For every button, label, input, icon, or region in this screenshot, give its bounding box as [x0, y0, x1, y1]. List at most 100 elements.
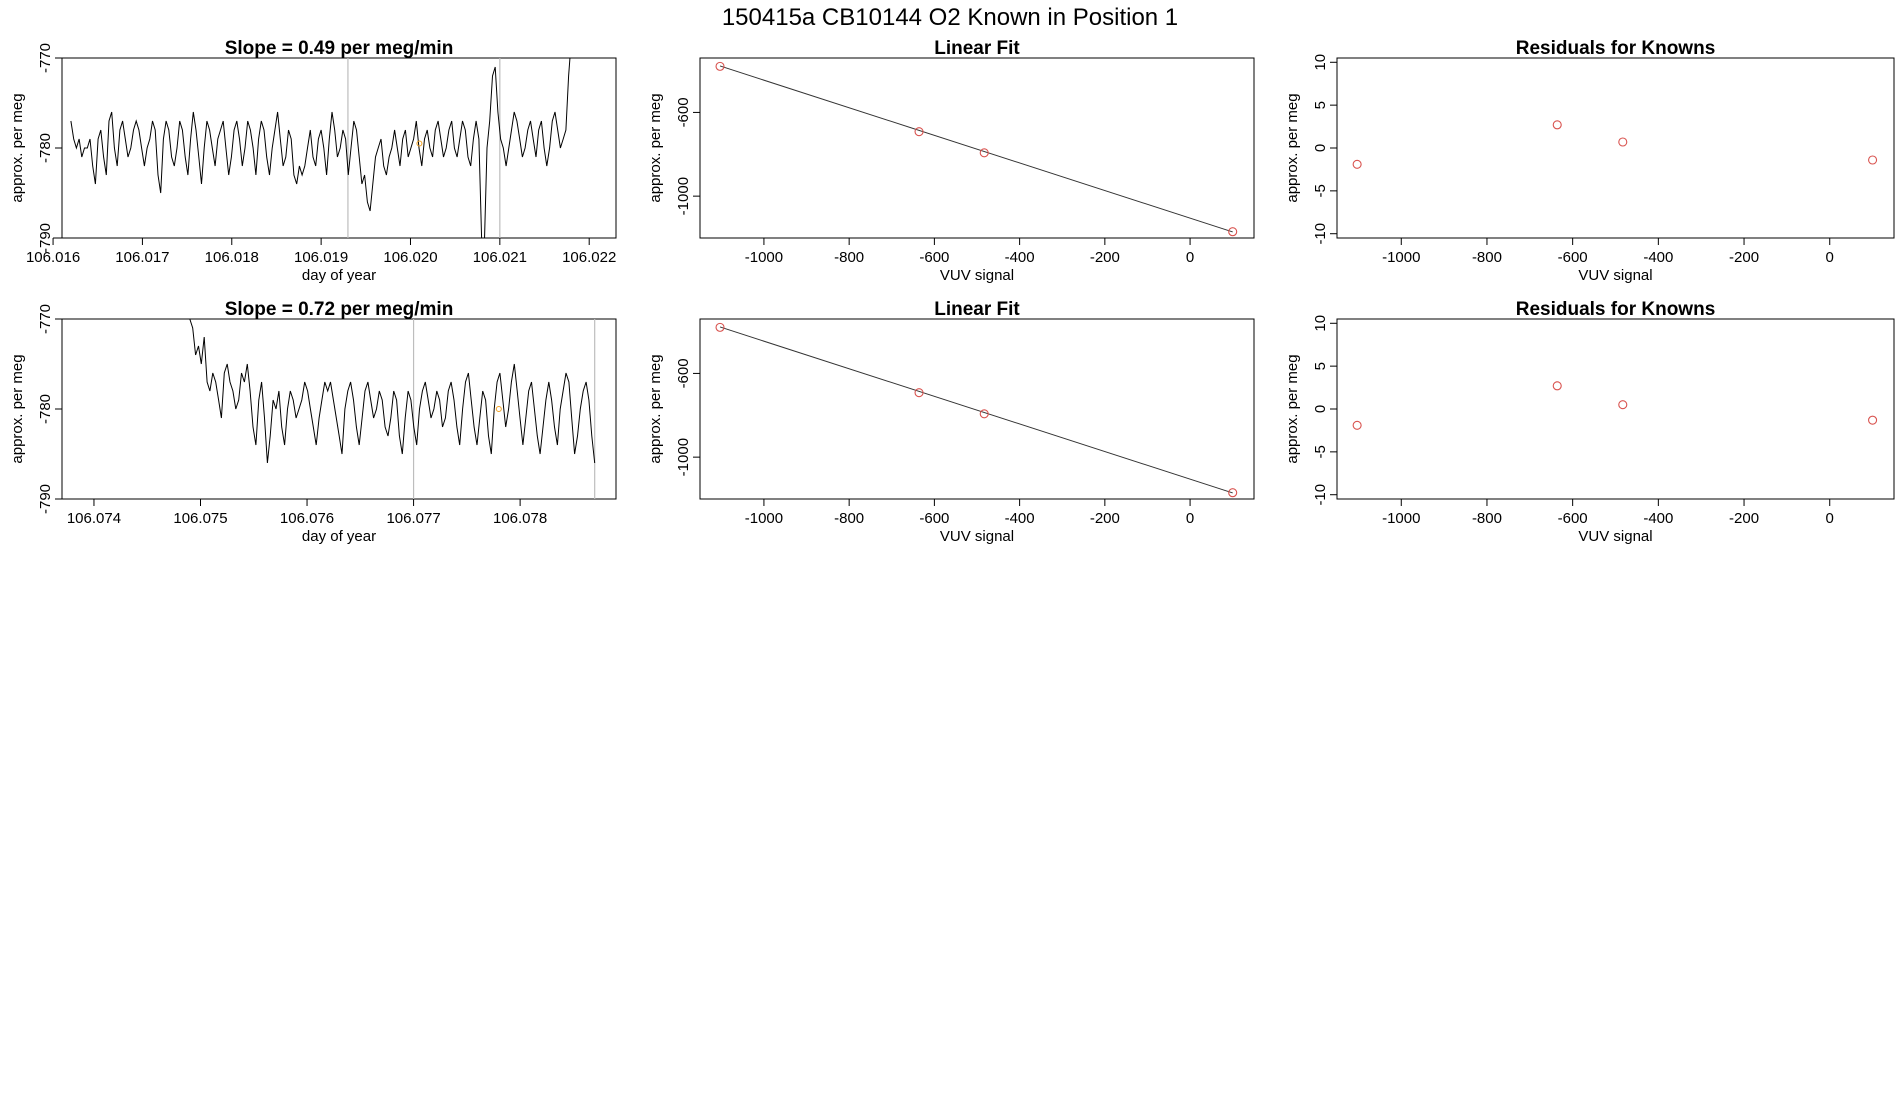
ts2-plot-area — [189, 319, 596, 499]
res1-ytick-label: 10 — [1312, 54, 1329, 71]
res1-xtick-label: -200 — [1729, 249, 1759, 266]
fit2-point — [979, 409, 989, 419]
ts2-xtick-label: 106.077 — [386, 510, 440, 527]
fit1-fit-line — [719, 65, 1233, 233]
fit2-title: Linear Fit — [934, 299, 1020, 320]
fit2-panel: Linear Fit -1000 -800 -600 -400 -200 0 VUV sign… — [647, 299, 1255, 545]
fit1-title: Linear Fit — [934, 38, 1020, 59]
res2-ytick-label: 10 — [1312, 315, 1329, 332]
ts1-plot-area — [70, 58, 571, 238]
res2-xtick-label: -600 — [1558, 510, 1588, 527]
res2-panel: Residuals for Knowns -10 0 0 -800 -600 -400 -20… — [1284, 299, 1895, 545]
ts2-ytick-label: -790 — [37, 484, 54, 514]
ts2-xtick-label: 106.075 — [173, 510, 227, 527]
res2-plot-area — [1352, 381, 1878, 430]
res2-xtick-label: -800 — [1472, 510, 1502, 527]
res1-ylabel: approx. per meg — [1284, 93, 1301, 202]
res1-point — [1552, 120, 1562, 130]
ts2-ytick-label: -780 — [37, 394, 54, 424]
panels-group: Slope = 0.49 per meg/min 106.016 106.017 10… — [9, 38, 1895, 545]
fit2-point — [1228, 488, 1238, 498]
fit1-ytick-label: -1000 — [675, 177, 692, 215]
fit1-point — [979, 148, 989, 158]
res1-xtick-label: -600 — [1558, 249, 1588, 266]
res1-xlabel: VUV signal — [1578, 267, 1652, 284]
res2-point — [1618, 400, 1628, 410]
ts1-title: Slope = 0.49 per meg/min — [225, 38, 454, 59]
fit2-xtick-label: -600 — [919, 510, 949, 527]
res2-ytick-label: -10 — [1312, 484, 1329, 506]
fit1-panel: Linear Fit -1000 -800 -600 -400 -200 0 VUV sign… — [647, 38, 1255, 284]
fit2-xtick-label: -200 — [1090, 510, 1120, 527]
ts2-ylabel: approx. per meg — [9, 354, 26, 463]
res1-point — [1618, 137, 1628, 147]
ts1-xtick-label: 106.021 — [473, 249, 527, 266]
fit1-ylabel: approx. per meg — [647, 93, 664, 202]
res2-ytick-label: 0 — [1312, 405, 1329, 413]
res1-title: Residuals for Knowns — [1516, 38, 1716, 59]
res2-point — [1552, 381, 1562, 391]
ts2-known-point — [495, 406, 502, 412]
fit2-ylabel: approx. per meg — [647, 354, 664, 463]
ts2-xlabel: day of year — [302, 528, 376, 545]
ts1-xlabel: day of year — [302, 267, 376, 284]
fit1-plot-area — [715, 61, 1238, 237]
fit1-point — [914, 127, 924, 137]
fit1-xtick-label: -200 — [1090, 249, 1120, 266]
fit2-ytick-label: -600 — [675, 358, 692, 388]
res1-ytick-label: -10 — [1312, 223, 1329, 245]
res2-title: Residuals for Knowns — [1516, 299, 1716, 320]
res2-point — [1352, 420, 1362, 430]
ts1-xtick-label: 106.016 — [26, 249, 80, 266]
res1-xtick-label: -800 — [1472, 249, 1502, 266]
fit2-xtick-label: -1000 — [745, 510, 783, 527]
res2-xtick-label: -200 — [1729, 510, 1759, 527]
fit2-plot-area — [715, 322, 1238, 498]
res1-xtick-label: -400 — [1643, 249, 1673, 266]
ts1-xtick-label: 106.022 — [562, 249, 616, 266]
fit1-xtick-label: 0 — [1186, 249, 1194, 266]
ts1-ytick-label: -780 — [37, 133, 54, 163]
fit2-xtick-label: 0 — [1186, 510, 1194, 527]
res1-plot-area — [1352, 120, 1878, 169]
ts2-xtick-label: 106.074 — [67, 510, 121, 527]
res2-point — [1868, 415, 1878, 425]
res1-ytick-label: -5 — [1312, 184, 1329, 197]
ts2-ytick-label: -770 — [37, 304, 54, 334]
res1-point — [1868, 155, 1878, 165]
ts2-series-line — [189, 319, 596, 464]
res1-xtick-label: 0 — [1826, 249, 1834, 266]
ts2-xtick-label: 106.078 — [493, 510, 547, 527]
ts2-title: Slope = 0.72 per meg/min — [225, 299, 454, 320]
res2-ylabel: approx. per meg — [1284, 354, 1301, 463]
ts1-series-line — [70, 58, 571, 238]
res2-xlabel: VUV signal — [1578, 528, 1652, 545]
res1-panel: Residuals for Knowns -10 0 0 -800 -600 -400 -20… — [1284, 38, 1895, 284]
res2-ytick-label: -5 — [1312, 445, 1329, 458]
ts2-panel: Slope = 0.72 per meg/min 106.074 106.075 10… — [9, 299, 617, 545]
fit1-xtick-label: -800 — [834, 249, 864, 266]
fit1-xtick-label: -600 — [919, 249, 949, 266]
ts1-ylabel: approx. per meg — [9, 93, 26, 202]
res2-xtick-label: -400 — [1643, 510, 1673, 527]
fit2-point — [715, 322, 725, 332]
fit2-xtick-label: -400 — [1005, 510, 1035, 527]
fit1-xtick-label: -1000 — [745, 249, 783, 266]
ts1-xtick-label: 106.019 — [294, 249, 348, 266]
fit2-xtick-label: -800 — [834, 510, 864, 527]
res2-xtick-label: 0 — [1826, 510, 1834, 527]
fit1-xlabel: VUV signal — [940, 267, 1014, 284]
ts1-xtick-label: 106.020 — [383, 249, 437, 266]
fit2-ytick-label: -1000 — [675, 438, 692, 476]
res1-ytick-label: 0 — [1312, 144, 1329, 152]
ts1-ytick-label: -790 — [37, 223, 54, 253]
fit2-xlabel: VUV signal — [940, 528, 1014, 545]
res2-ytick-label: 5 — [1312, 362, 1329, 370]
figure-title: 150415a CB10144 O2 Known in Position 1 — [722, 4, 1178, 31]
fit1-point — [1228, 227, 1238, 237]
ts1-xtick-label: 106.017 — [115, 249, 169, 266]
fit1-xtick-label: -400 — [1005, 249, 1035, 266]
fit1-point — [715, 61, 725, 71]
fit1-ytick-label: -600 — [675, 97, 692, 127]
